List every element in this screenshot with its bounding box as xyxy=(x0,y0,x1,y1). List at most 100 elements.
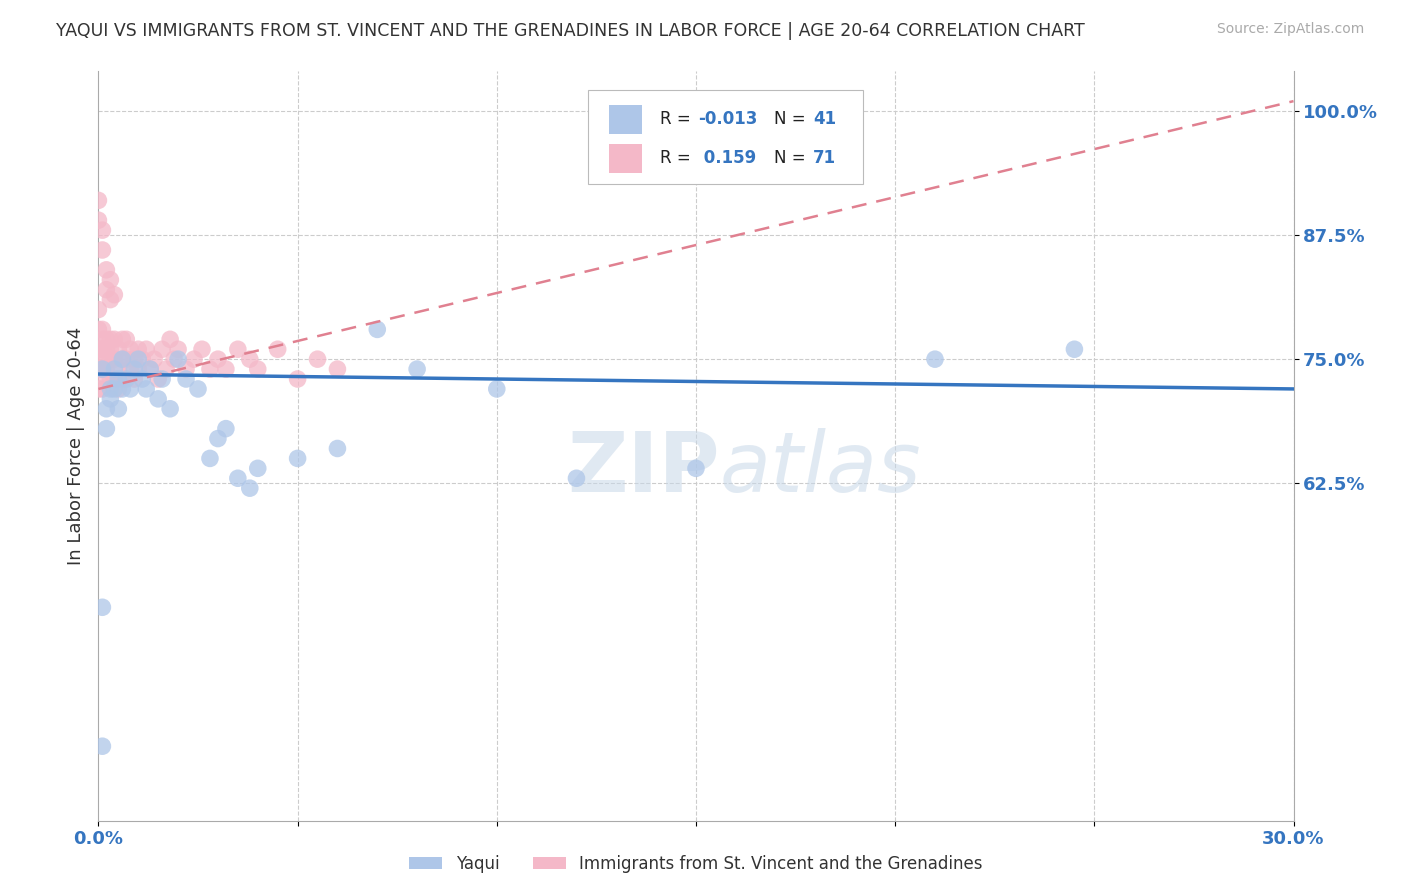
Point xyxy=(685,461,707,475)
Point xyxy=(366,322,388,336)
Text: ZIP: ZIP xyxy=(568,428,720,509)
Point xyxy=(98,382,122,396)
Point xyxy=(191,343,214,357)
Point xyxy=(103,332,125,346)
Point xyxy=(107,343,129,357)
Point xyxy=(107,401,129,416)
Point xyxy=(103,362,125,376)
Point xyxy=(91,739,114,754)
Point xyxy=(120,343,142,357)
Point xyxy=(91,362,114,376)
Point xyxy=(159,401,181,416)
Point xyxy=(98,273,122,287)
Text: R =: R = xyxy=(661,111,696,128)
Point xyxy=(91,332,114,346)
Point xyxy=(103,287,125,301)
Point xyxy=(91,382,114,396)
Point xyxy=(87,322,110,336)
Text: N =: N = xyxy=(773,149,810,168)
Point xyxy=(103,352,125,367)
Point xyxy=(326,442,349,456)
Text: atlas: atlas xyxy=(720,428,921,509)
Text: YAQUI VS IMMIGRANTS FROM ST. VINCENT AND THE GRENADINES IN LABOR FORCE | AGE 20-: YAQUI VS IMMIGRANTS FROM ST. VINCENT AND… xyxy=(56,22,1085,40)
Point xyxy=(103,372,125,386)
Point xyxy=(215,422,238,436)
Point xyxy=(127,343,149,357)
Point xyxy=(174,372,197,386)
Point xyxy=(115,332,138,346)
Point xyxy=(150,343,173,357)
Text: R =: R = xyxy=(661,149,696,168)
Point xyxy=(124,352,146,367)
Point xyxy=(143,352,166,367)
Point xyxy=(406,362,429,376)
Point xyxy=(226,471,249,485)
Bar xyxy=(609,144,643,172)
Point xyxy=(267,343,290,357)
Point xyxy=(91,343,114,357)
Point xyxy=(215,362,238,376)
Point xyxy=(107,382,129,396)
Point xyxy=(91,223,114,237)
Point xyxy=(91,362,114,376)
Text: 41: 41 xyxy=(813,111,837,128)
Point xyxy=(127,362,149,376)
Point xyxy=(115,352,138,367)
Point xyxy=(148,372,170,386)
Point xyxy=(87,343,110,357)
Point xyxy=(187,382,209,396)
Point xyxy=(87,382,110,396)
Point xyxy=(111,332,134,346)
Point xyxy=(96,283,118,297)
Text: N =: N = xyxy=(773,111,810,128)
Point xyxy=(124,372,146,386)
Point xyxy=(1063,343,1085,357)
Point xyxy=(91,322,114,336)
Point xyxy=(98,293,122,307)
Point xyxy=(135,343,157,357)
Point xyxy=(120,382,142,396)
Point xyxy=(111,382,134,396)
Point xyxy=(96,263,118,277)
Point xyxy=(98,352,122,367)
Point xyxy=(239,481,262,495)
Point xyxy=(120,362,142,376)
Point xyxy=(246,461,269,475)
Point xyxy=(198,362,221,376)
Point xyxy=(107,372,129,386)
Point xyxy=(127,352,149,367)
Text: Source: ZipAtlas.com: Source: ZipAtlas.com xyxy=(1216,22,1364,37)
Point xyxy=(287,451,309,466)
Point xyxy=(98,392,122,406)
Point xyxy=(96,362,118,376)
Point xyxy=(103,382,125,396)
Point xyxy=(139,362,162,376)
Point xyxy=(565,471,588,485)
Point xyxy=(96,401,118,416)
Point xyxy=(91,343,114,357)
Point xyxy=(98,343,122,357)
Point xyxy=(115,372,138,386)
Point xyxy=(87,302,110,317)
Point xyxy=(124,362,146,376)
Point xyxy=(485,382,508,396)
Point xyxy=(159,332,181,346)
Point xyxy=(91,600,114,615)
Point xyxy=(163,352,186,367)
Point xyxy=(307,352,329,367)
Point xyxy=(183,352,205,367)
Point xyxy=(226,343,249,357)
Point xyxy=(139,362,162,376)
Point xyxy=(96,343,118,357)
Point xyxy=(91,243,114,257)
Point xyxy=(107,362,129,376)
Legend: Yaqui, Immigrants from St. Vincent and the Grenadines: Yaqui, Immigrants from St. Vincent and t… xyxy=(402,848,990,880)
Point xyxy=(91,362,114,376)
FancyBboxPatch shape xyxy=(589,90,863,184)
Point xyxy=(148,392,170,406)
Point xyxy=(111,372,134,386)
Point xyxy=(111,352,134,367)
Point xyxy=(131,372,153,386)
Point xyxy=(96,422,118,436)
Point xyxy=(167,352,190,367)
